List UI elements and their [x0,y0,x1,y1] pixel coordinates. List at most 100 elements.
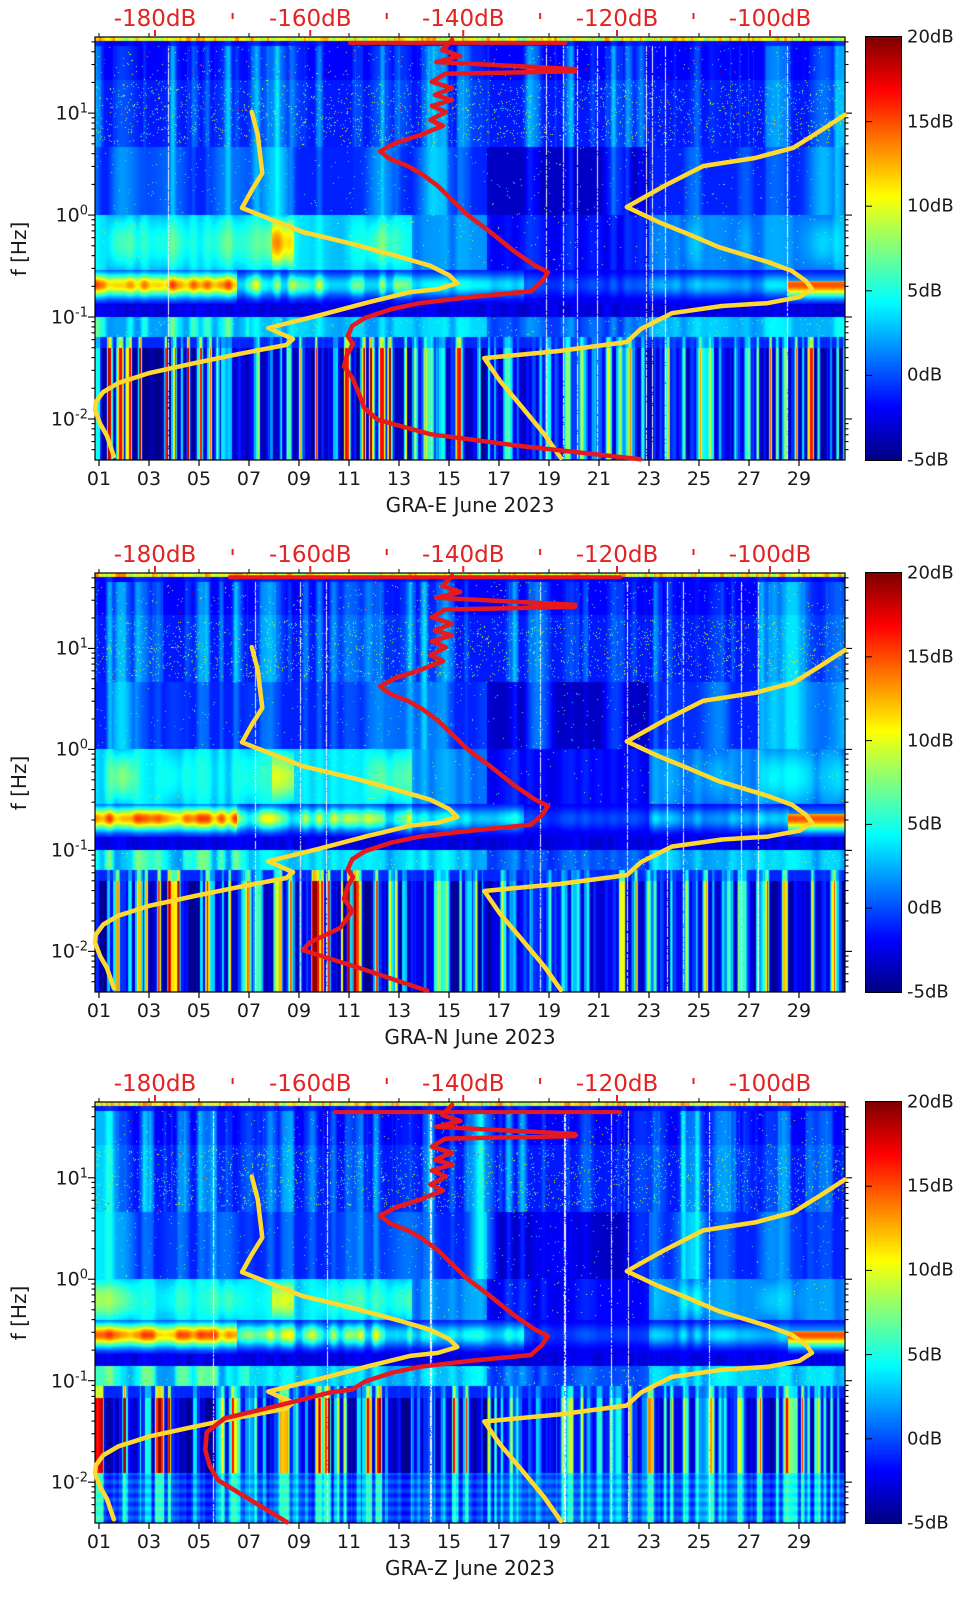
y-tick-exponent: 1 [79,636,88,652]
y-tick-base: 10 [50,840,76,863]
colorbar-tick-label: 5dB [907,1344,943,1366]
y-axis-label: f [Hz] [7,221,31,276]
x-tick-label: 27 [736,468,762,490]
y-tick-label: 100 [28,1268,88,1291]
y-tick-base: 10 [50,941,76,964]
colorbar-tick-label: 0dB [907,897,943,919]
colorbar-tick-label: 10dB [907,1259,954,1281]
colorbar-GRA-E [865,36,902,461]
x-tick-label: 03 [136,468,162,490]
x-tick-label: 23 [636,1531,662,1553]
x-tick-label: 17 [486,1000,512,1022]
colorbar-tick-label: 0dB [907,1428,943,1450]
x-tick-label: 29 [786,1000,812,1022]
x-tick-label: 21 [586,1531,612,1553]
spectrogram-heatmap-GRA-Z [95,1102,845,1523]
top-db-axis-label: -140dB [421,542,505,568]
x-tick-label: 19 [536,468,562,490]
colorbar-tick-label: -5dB [907,449,949,471]
y-tick-label: 10-2 [28,940,88,963]
y-tick-label: 10-2 [28,407,88,430]
colorbar-tick-label: 15dB [907,1175,954,1197]
y-tick-exponent: -2 [75,939,88,955]
top-db-axis-label: -100dB [728,542,812,568]
colorbar-tick-label: 20dB [907,562,954,584]
x-tick-label: 09 [286,1531,312,1553]
x-tick-label: 03 [136,1000,162,1022]
y-tick-exponent: -1 [75,1369,88,1385]
top-db-axis-label: -160dB [268,542,352,568]
y-tick-exponent: 1 [79,101,88,117]
colorbar-GRA-Z [865,1101,902,1524]
top-db-axis-label: -120dB [575,6,659,32]
y-axis-label: f [Hz] [7,755,31,810]
y-tick-exponent: 1 [79,1166,88,1182]
x-tick-label: 15 [436,1000,462,1022]
x-tick-label: 09 [286,468,312,490]
x-tick-label: 13 [386,1531,412,1553]
colorbar-GRA-N [865,572,902,993]
x-tick-label: 17 [486,1531,512,1553]
y-tick-base: 10 [55,739,80,762]
y-tick-base: 10 [50,1370,76,1393]
y-tick-label: 100 [28,738,88,761]
colorbar-tick-label: 5dB [907,280,943,302]
panel-title: GRA-N June 2023 [384,1025,556,1049]
y-tick-base: 10 [50,408,76,431]
top-db-axis-label: -120dB [575,542,659,568]
x-tick-label: 13 [386,468,412,490]
x-tick-label: 05 [186,1000,212,1022]
x-tick-label: 07 [236,1531,262,1553]
x-tick-label: 15 [436,468,462,490]
colorbar-tick-label: 10dB [907,195,954,217]
x-tick-label: 05 [186,468,212,490]
y-tick-base: 10 [55,204,80,227]
x-tick-label: 23 [636,468,662,490]
x-tick-label: 25 [686,468,712,490]
top-db-axis-label: -100dB [728,1071,812,1097]
x-tick-label: 27 [736,1531,762,1553]
colorbar-tick-label: 5dB [907,813,943,835]
x-tick-label: 21 [586,468,612,490]
x-tick-label: 17 [486,468,512,490]
x-tick-label: 23 [636,1000,662,1022]
top-db-axis-label: -180dB [113,542,197,568]
x-tick-label: 11 [336,468,362,490]
colorbar-tick-label: 15dB [907,646,954,668]
x-tick-label: 03 [136,1531,162,1553]
x-tick-label: 11 [336,1531,362,1553]
x-tick-label: 29 [786,468,812,490]
y-tick-exponent: 0 [79,1267,88,1283]
panel-title: GRA-Z June 2023 [385,1556,555,1580]
x-tick-label: 05 [186,1531,212,1553]
x-tick-label: 21 [586,1000,612,1022]
y-tick-exponent: -2 [75,407,88,423]
colorbar-tick-label: 0dB [907,364,943,386]
colorbar-tick-label: 20dB [907,26,954,48]
top-db-axis-label: -180dB [113,1071,197,1097]
colorbar-tick-label: 10dB [907,730,954,752]
colorbar-tick-label: -5dB [907,981,949,1003]
y-tick-base: 10 [55,1167,80,1190]
x-tick-label: 01 [86,468,112,490]
x-tick-label: 19 [536,1000,562,1022]
y-tick-base: 10 [55,1268,80,1291]
x-tick-label: 07 [236,1000,262,1022]
top-db-axis-label: -140dB [421,1071,505,1097]
x-tick-label: 15 [436,1531,462,1553]
x-tick-label: 11 [336,1000,362,1022]
x-tick-label: 09 [286,1000,312,1022]
x-tick-label: 29 [786,1531,812,1553]
y-tick-exponent: -1 [75,838,88,854]
top-db-axis-label: -140dB [421,6,505,32]
spectrogram-heatmap-GRA-N [95,573,845,992]
colorbar-tick-label: 15dB [907,111,954,133]
top-db-axis-label: -180dB [113,6,197,32]
x-tick-label: 01 [86,1000,112,1022]
x-tick-label: 01 [86,1531,112,1553]
y-tick-label: 10-1 [28,1369,88,1392]
y-tick-exponent: -1 [75,305,88,321]
y-tick-base: 10 [50,306,76,329]
y-tick-label: 101 [28,101,88,124]
